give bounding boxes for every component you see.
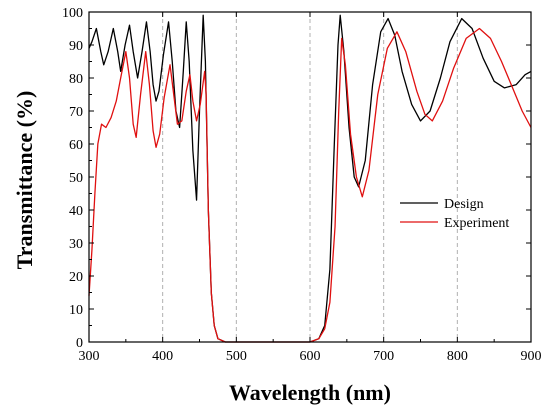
y-tick-label-0: 0 xyxy=(76,336,83,351)
y-tick-label-8: 80 xyxy=(69,72,83,87)
x-tick-label-5: 800 xyxy=(447,349,468,364)
y-tick-label-10: 100 xyxy=(62,6,83,21)
x-tick-label-4: 700 xyxy=(373,349,394,364)
y-tick-label-1: 10 xyxy=(69,303,83,318)
x-tick-label-2: 500 xyxy=(226,349,247,364)
legend-label-experiment: Experiment xyxy=(444,216,509,231)
y-tick-label-4: 40 xyxy=(69,204,83,219)
x-tick-label-1: 400 xyxy=(152,349,173,364)
y-tick-label-2: 20 xyxy=(69,270,83,285)
x-tick-label-6: 900 xyxy=(521,349,542,364)
grid-lines xyxy=(162,12,458,342)
y-axis-title: Transmittance (%) xyxy=(12,91,37,270)
x-tick-label-3: 600 xyxy=(300,349,321,364)
series-line-experiment xyxy=(88,27,532,343)
x-axis-title: Wavelength (nm) xyxy=(229,380,391,405)
y-tick-label-6: 60 xyxy=(69,138,83,153)
y-tick-label-5: 50 xyxy=(69,171,83,186)
axis-ticks: 300 400 500 600 700 800 900 0 10 20 30 40 50 60 70 80 90… xyxy=(62,6,542,364)
y-tick-label-3: 30 xyxy=(69,237,83,252)
y-tick-label-9: 90 xyxy=(69,39,83,54)
legend: Design Experiment xyxy=(400,197,509,231)
series-layer xyxy=(88,14,532,343)
y-tick-label-7: 70 xyxy=(69,105,83,120)
x-tick-label-0: 300 xyxy=(79,349,100,364)
legend-label-design: Design xyxy=(444,197,484,212)
